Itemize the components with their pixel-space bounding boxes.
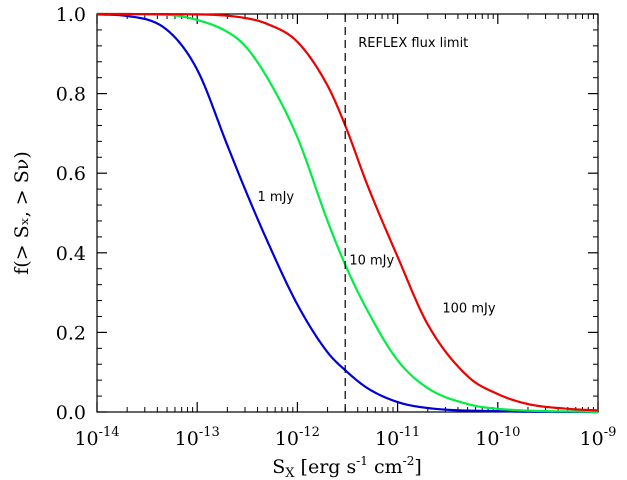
x-tick-label: 10-9 xyxy=(580,425,617,450)
reference-layer: REFLEX flux limit xyxy=(344,14,468,412)
curve-annotation: 10 mJy xyxy=(349,254,394,269)
curve-annotation: 1 mJy xyxy=(258,190,295,205)
y-tick-label: 0.2 xyxy=(56,322,86,344)
annotation-layer: 1 mJy 10 mJy 100 mJy xyxy=(258,190,496,316)
plot-frame xyxy=(96,13,599,413)
y-tick-label: 0.0 xyxy=(56,402,86,424)
x-tick-label: 10-10 xyxy=(475,425,520,450)
x-tick-label: 10-13 xyxy=(175,425,220,450)
x-tick-label: 10-14 xyxy=(74,425,119,450)
y-tick-label: 1.0 xyxy=(56,4,86,26)
x-tick-label: 10-12 xyxy=(275,425,320,450)
series-line-1-mjy xyxy=(96,13,599,414)
series-line-100-mjy xyxy=(97,12,599,412)
y-axis-label: f(> Sₓ, > Sν) xyxy=(11,151,33,275)
y-ticks: 0.0 0.2 0.4 0.6 0.8 1.0 xyxy=(56,4,598,424)
y-tick-label: 0.4 xyxy=(56,243,86,265)
x-tick-label: 10-11 xyxy=(375,425,420,450)
series-layer xyxy=(96,12,599,414)
x-ticks: 10-14 10-13 10-12 10-11 10-10 10-9 xyxy=(74,14,616,450)
x-axis-label: SX [erg s-1 cm-2] xyxy=(272,454,422,480)
y-tick-label: 0.8 xyxy=(56,84,86,106)
y-tick-label: 0.6 xyxy=(56,163,86,185)
curve-annotation: 100 mJy xyxy=(442,302,495,317)
reflex-flux-limit-label: REFLEX flux limit xyxy=(358,36,468,51)
series-line-10-mjy xyxy=(96,12,599,414)
